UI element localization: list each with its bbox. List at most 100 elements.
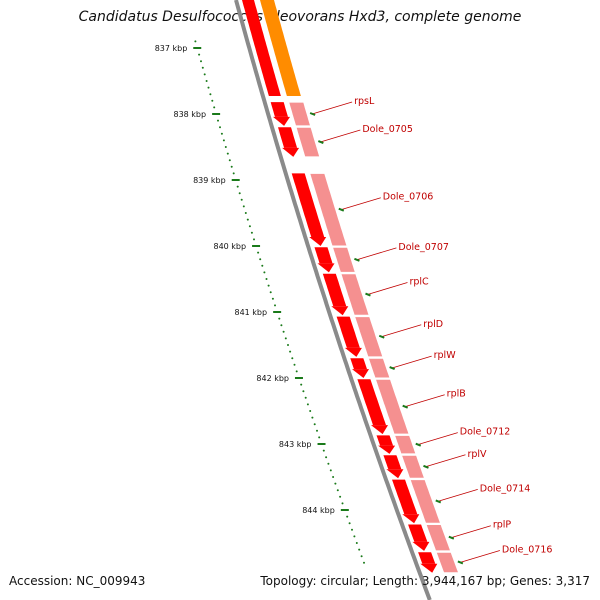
ruler-dot: [360, 555, 363, 558]
label-leader-Dole_0706: [340, 197, 381, 211]
ruler-dot: [246, 218, 249, 221]
gene-mark-Dole_0705: [317, 140, 324, 144]
gene-label-Dole_0714: Dole_0714: [480, 483, 531, 494]
ruler-dot: [228, 159, 231, 162]
cds-arrowhead-Dole_0705: [282, 147, 300, 157]
ruler-dot: [242, 205, 245, 208]
ruler-dot: [232, 172, 235, 175]
ruler-dot: [211, 99, 214, 102]
cds-rplV: [383, 455, 402, 470]
ruler-dot: [240, 198, 243, 201]
cds-Dole_0712: [376, 435, 394, 446]
ruler-label-839: 839 kbp: [193, 176, 226, 185]
ruler-dot: [244, 212, 247, 214]
cds-arrowhead-rpsL: [273, 116, 290, 126]
ruler-dot: [334, 482, 337, 485]
ruler-dot: [269, 291, 272, 294]
gene-mark-rplC: [365, 292, 371, 297]
gene-mark-rplB: [402, 404, 409, 409]
ruler-dot: [220, 132, 223, 135]
ruler-dot: [346, 515, 349, 518]
cds-rpsL: [270, 102, 288, 117]
cds-Dole_0714: [392, 479, 418, 515]
gene-rplB: [374, 378, 410, 435]
gene-label-Dole_0712: Dole_0712: [460, 427, 511, 438]
gene-Dole_0712: [393, 434, 417, 455]
ruler-dot: [280, 324, 283, 327]
ruler-dot: [309, 410, 312, 412]
ruler-dot: [219, 126, 221, 129]
cds-fragment-top: [242, 0, 281, 96]
gene-fragment-top: [260, 0, 301, 96]
gene-label-rplV: rplV: [467, 449, 487, 460]
label-leader-rplW: [391, 355, 432, 369]
gene-rplD: [353, 316, 384, 358]
gene-label-rplD: rplD: [423, 319, 443, 330]
ruler-dot: [353, 535, 356, 538]
gene-label-Dole_0716: Dole_0716: [502, 544, 553, 555]
ruler-dot: [339, 495, 342, 498]
gene-mark-rplV: [423, 464, 429, 469]
gene-mark-Dole_0716: [457, 560, 464, 565]
ruler-dot: [348, 522, 351, 525]
ruler-dot: [336, 489, 339, 492]
ruler-label-844: 844 kbp: [302, 506, 335, 515]
ruler-dot: [295, 370, 298, 373]
gene-label-rplW: rplW: [434, 350, 457, 361]
cds-Dole_0706: [291, 173, 325, 237]
gene-label-rplP: rplP: [493, 520, 512, 531]
ruler-dot: [363, 561, 365, 564]
ruler-dot: [329, 469, 332, 472]
gene-mark-rplD: [378, 334, 385, 339]
ruler-dot: [207, 86, 210, 89]
backbone-line: [234, 0, 432, 600]
gene-rplP: [425, 524, 452, 552]
gene-Dole_0716: [435, 551, 460, 574]
kbp-ruler: 837 kbp 838 kbp 839 kbp 840 kbp 841 kbp 842 k…: [155, 40, 365, 564]
gene-label-rplC: rplC: [409, 277, 429, 288]
gene-mark-Dole_0712: [415, 442, 422, 447]
cds-rplW: [350, 358, 367, 370]
ruler-dot: [267, 284, 270, 287]
ruler-dot: [322, 449, 325, 452]
ruler-dot: [238, 192, 241, 195]
ruler-dot: [205, 80, 208, 82]
gene-Dole_0707: [331, 246, 357, 273]
ruler-label-840: 840 kbp: [213, 242, 246, 251]
ruler-dot: [253, 238, 255, 241]
ruler-dot: [302, 390, 305, 393]
ruler-dot: [194, 40, 197, 43]
ruler-dot: [222, 139, 225, 142]
ruler-dot: [201, 66, 204, 69]
ruler-dot: [325, 456, 328, 459]
gene-Dole_0706: [309, 172, 348, 247]
ruler-label-837: 837 kbp: [155, 44, 188, 53]
gene-mark-Dole_0707: [354, 257, 360, 262]
label-leader-rplV: [425, 454, 466, 468]
ruler-dot: [284, 337, 287, 340]
ruler-dot: [226, 152, 229, 155]
gene-track: [260, 0, 460, 574]
ruler-dot: [261, 264, 264, 267]
ruler-dot: [316, 429, 318, 432]
ruler-dot: [200, 60, 202, 63]
ruler-dot: [203, 73, 206, 76]
label-leader-Dole_0705: [320, 129, 361, 143]
gene-rplC: [340, 273, 370, 316]
gene-labels: rpsL Dole_0705 Dole_0706 Dole_0707 rplC rplD r…: [309, 96, 553, 565]
gene-label-Dole_0705: Dole_0705: [362, 124, 413, 135]
cds-arrowhead-rplD: [344, 347, 362, 357]
gene-label-rplB: rplB: [447, 389, 466, 400]
ruler-dot: [250, 231, 253, 234]
ruler-label-843: 843 kbp: [279, 440, 312, 449]
cds-rplC: [322, 273, 347, 307]
cds-rplB: [357, 379, 386, 426]
label-leader-rplC: [367, 282, 408, 295]
ruler-dot: [306, 403, 309, 406]
gene-mark-rplW: [389, 366, 396, 371]
gene-rpsL: [288, 101, 312, 127]
ruler-dot: [236, 185, 239, 188]
gene-rplW: [367, 357, 391, 379]
ruler-dot: [224, 146, 227, 148]
cds-track: [242, 0, 438, 573]
